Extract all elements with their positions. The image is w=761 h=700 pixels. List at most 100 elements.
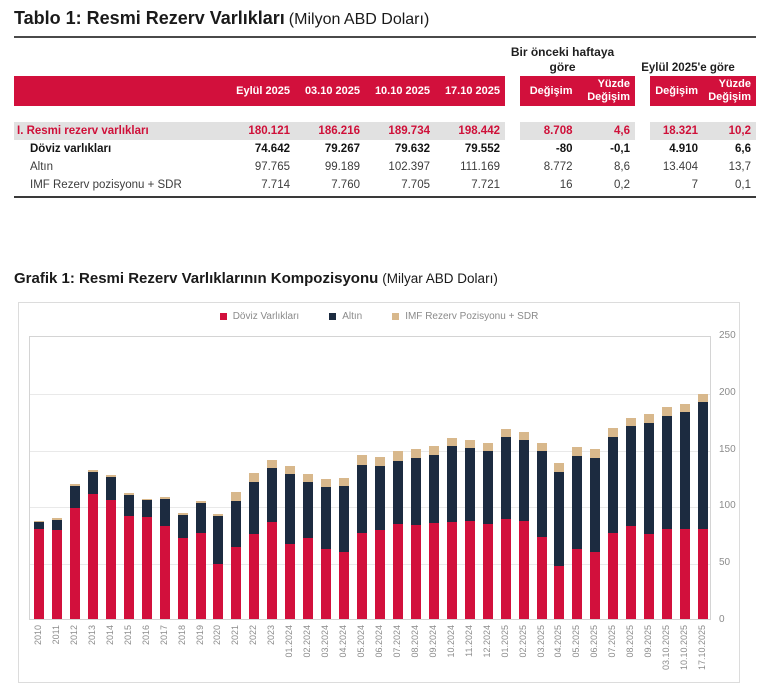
bar-segment (482, 442, 493, 452)
bar-segment (464, 520, 475, 619)
bar-stack (446, 438, 457, 619)
bar-segment (303, 538, 314, 619)
bar-segment (123, 493, 134, 496)
bar-segment (195, 532, 206, 619)
table-cell: 97.765 (254, 161, 290, 173)
chart-plot-area (29, 336, 711, 620)
bar-stack (482, 442, 493, 619)
bar-segment (554, 471, 565, 566)
x-tick-label: 10.10.2025 (679, 625, 690, 671)
x-tick-label: 12.2024 (481, 625, 492, 658)
bar-segment (590, 551, 601, 619)
x-tick-label: 09.2025 (643, 625, 654, 658)
x-tick-label: 02.2024 (302, 625, 313, 658)
bar-segment (698, 402, 709, 529)
bar-stack (303, 473, 314, 619)
bar-stack (357, 455, 368, 619)
table-bottom-divider (14, 196, 756, 198)
x-tick-label: 09.2024 (427, 625, 438, 658)
bar-segment (464, 439, 475, 449)
table-row-main: IMF Rezerv pozisyonu + SDR 7.714 7.760 7.70… (14, 176, 505, 194)
x-tick-label: 08.2025 (625, 625, 636, 658)
bar-segment (536, 537, 547, 619)
bar-segment (428, 523, 439, 619)
bar-segment (105, 475, 116, 477)
bar-segment (428, 446, 439, 455)
table-row-week-change: -80 -0,1 (520, 140, 635, 158)
bar-segment (285, 465, 296, 474)
bar-segment (231, 492, 242, 501)
table-cell: -80 (555, 143, 573, 155)
chart-title: Grafik 1: Resmi Rezerv Varlıklarının Kom… (14, 270, 498, 288)
bar-segment (410, 524, 421, 619)
bar-segment (213, 563, 224, 619)
table-title: Tablo 1: Resmi Rezerv Varlıkları (Milyon … (14, 8, 429, 29)
legend-label: Altın (342, 311, 363, 322)
bar-segment (698, 393, 709, 403)
table-cell: -0,1 (610, 143, 630, 155)
x-tick-label: 06.2025 (589, 625, 600, 658)
column-gap (505, 122, 520, 140)
table-cell: 79.632 (394, 143, 430, 155)
x-tick-label: 11.2024 (463, 625, 474, 657)
column-header: Yüzde Değişim (587, 78, 630, 103)
table-cell: 79.267 (324, 143, 360, 155)
group-header-month: Eylül 2025'e göre (641, 62, 735, 74)
bar-segment (680, 412, 691, 529)
bar-segment (267, 459, 278, 469)
bar-segment (500, 519, 511, 619)
bar-segment (698, 528, 709, 619)
y-tick-label: 100 (719, 500, 736, 512)
bar-segment (141, 498, 152, 501)
bar-segment (33, 529, 44, 619)
chart-title-text: Grafik 1: Resmi Rezerv Varlıklarının Kom… (14, 270, 379, 287)
table-cell: 186.216 (318, 125, 360, 137)
bar-stack (680, 403, 691, 619)
x-tick-label: 07.2024 (391, 625, 402, 658)
bar-segment (51, 530, 62, 619)
bar-stack (590, 449, 601, 619)
chart-legend: Döviz Varlıkları Altın IMF Rezerv Pozisyon… (19, 311, 739, 322)
table-cell: 0,1 (735, 179, 751, 191)
bar-segment (213, 513, 224, 517)
bar-stack (231, 492, 242, 619)
x-tick-label: 2012 (68, 625, 79, 646)
table-cell: 180.121 (248, 125, 290, 137)
table-cell: 189.734 (388, 125, 430, 137)
bar-segment (554, 463, 565, 472)
table-row-month-change: 18.321 10,2 (650, 122, 756, 140)
table-cell: 7.760 (331, 179, 360, 191)
bar-segment (428, 454, 439, 523)
bar-segment (626, 417, 637, 427)
bar-stack (339, 478, 350, 619)
bar-segment (374, 530, 385, 619)
bar-segment (33, 521, 44, 523)
bar-segment (644, 414, 655, 424)
column-gap (505, 140, 520, 158)
bar-stack (608, 428, 619, 619)
table-cell: 7.721 (471, 179, 500, 191)
table-cell: 8.772 (543, 161, 573, 173)
x-tick-label: 07.2025 (607, 625, 618, 658)
bar-stack (572, 447, 583, 619)
bar-segment (410, 448, 421, 458)
table-row: IMF Rezerv pozisyonu + SDR 7.714 7.760 7.70… (14, 176, 756, 194)
gridline (30, 564, 710, 566)
x-tick-label: 2010 (32, 625, 43, 646)
bar-segment (285, 544, 296, 619)
x-tick-label: 05.2025 (571, 625, 582, 658)
bar-segment (51, 519, 62, 531)
bar-segment (392, 524, 403, 619)
table-body: I. Resmi rezerv varlıkları 180.121 186.216… (14, 122, 756, 194)
bar-segment (662, 416, 673, 529)
y-tick-label: 0 (719, 614, 725, 625)
x-tick-label: 03.10.2025 (661, 625, 672, 671)
x-tick-label: 05.2024 (356, 625, 367, 658)
bar-segment (626, 426, 637, 526)
bar-segment (249, 481, 260, 534)
bar-segment (464, 448, 475, 521)
table-cell: 99.189 (324, 161, 360, 173)
x-tick-label: 2017 (158, 625, 169, 646)
y-tick-label: 50 (719, 557, 731, 569)
bar-stack (51, 518, 62, 619)
